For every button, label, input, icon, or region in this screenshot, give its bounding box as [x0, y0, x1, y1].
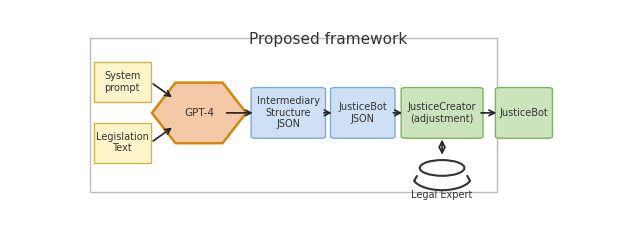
Text: GPT-4: GPT-4	[184, 108, 214, 118]
FancyBboxPatch shape	[251, 88, 326, 138]
Text: System
prompt: System prompt	[104, 72, 140, 93]
Text: Legislation
Text: Legislation Text	[96, 132, 148, 153]
Text: Proposed framework: Proposed framework	[249, 32, 407, 47]
FancyBboxPatch shape	[93, 62, 150, 102]
FancyBboxPatch shape	[330, 88, 395, 138]
Text: JusticeBot
JSON: JusticeBot JSON	[339, 102, 387, 124]
Text: JusticeBot: JusticeBot	[500, 108, 548, 118]
FancyBboxPatch shape	[90, 38, 497, 192]
FancyBboxPatch shape	[93, 123, 150, 163]
Text: JusticeCreator
(adjustment): JusticeCreator (adjustment)	[408, 102, 476, 124]
Polygon shape	[152, 83, 246, 143]
Text: Intermediary
Structure
JSON: Intermediary Structure JSON	[257, 96, 320, 129]
FancyBboxPatch shape	[401, 88, 483, 138]
Text: Legal Expert: Legal Expert	[412, 190, 473, 200]
FancyBboxPatch shape	[495, 88, 552, 138]
